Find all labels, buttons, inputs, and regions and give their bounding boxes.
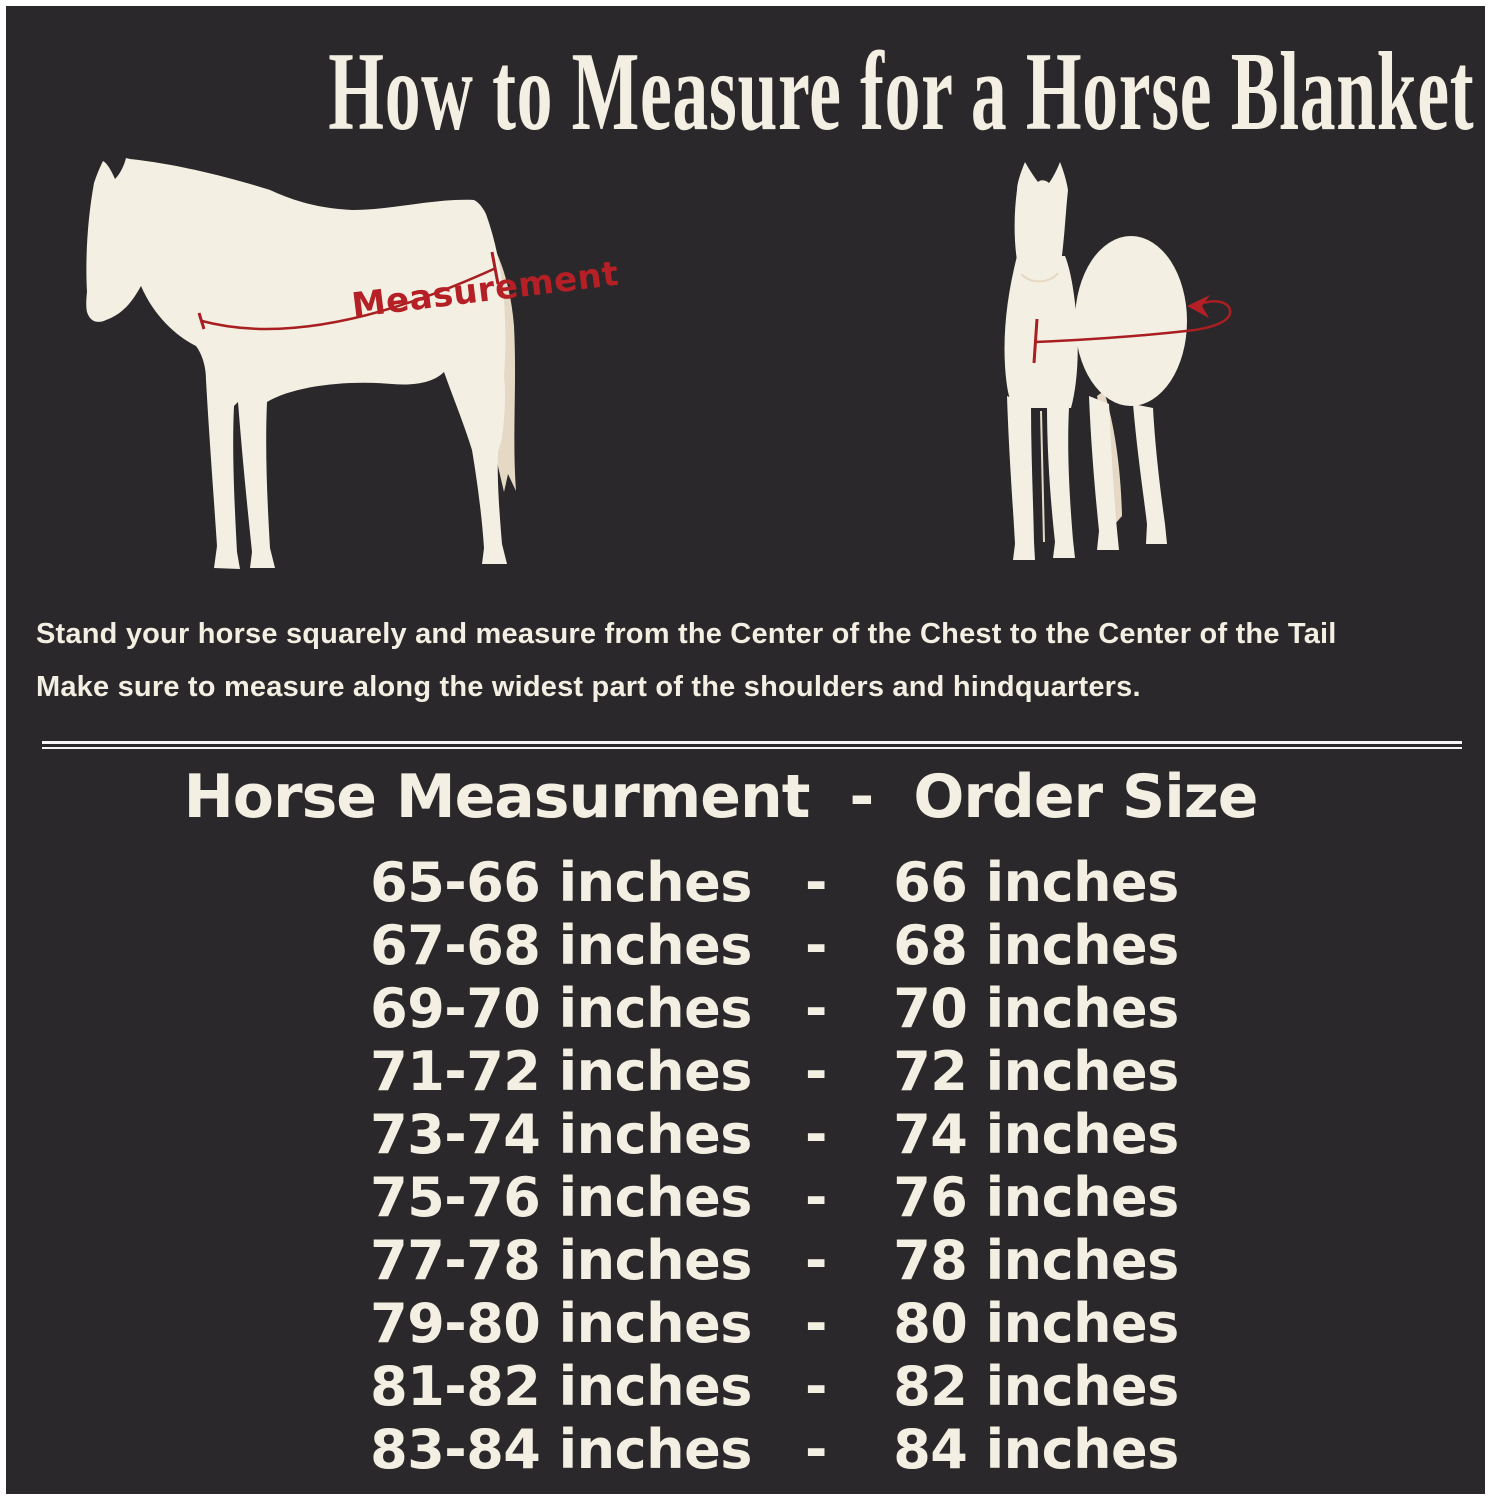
size-cell: 66 inches	[893, 851, 1179, 914]
size-table: 65-66 inches - 66 inches 67-68 inches - …	[336, 851, 1226, 1481]
separator-cell: -	[805, 1355, 827, 1418]
horse-hind-leg-right	[1133, 404, 1167, 544]
separator-cell: -	[805, 1229, 827, 1292]
separator-cell: -	[805, 1292, 827, 1355]
page-title: How to Measure for a Horse Blanket	[328, 30, 1475, 154]
girth-start-tick	[1032, 318, 1039, 364]
instructions-line-2: Make sure to measure along the widest pa…	[36, 671, 1141, 703]
instructions: Stand your horse squarely and measure fr…	[36, 608, 1469, 714]
header-separator: -	[849, 762, 874, 832]
measurement-cell: 75-76 inches	[370, 1166, 752, 1229]
header-size-label: Order Size	[913, 762, 1258, 832]
separator-cell: -	[805, 851, 827, 914]
horse-hindquarters	[1075, 236, 1187, 406]
measurement-cell: 83-84 inches	[370, 1418, 752, 1481]
table-row: 83-84 inches - 84 inches	[336, 1418, 1226, 1481]
table-row: 75-76 inches - 76 inches	[336, 1166, 1226, 1229]
size-cell: 80 inches	[893, 1292, 1179, 1355]
horse-front-leg-right	[1047, 406, 1075, 558]
measurement-start-tick	[197, 312, 206, 330]
measurement-line	[201, 266, 497, 331]
horse-head	[1014, 162, 1068, 308]
horse-front-leg-left	[1007, 396, 1035, 560]
table-row: 71-72 inches - 72 inches	[336, 1040, 1226, 1103]
section-divider	[42, 741, 1462, 749]
horse-hind-leg-left	[1089, 396, 1119, 550]
horse-chin-line	[1020, 272, 1059, 283]
measurement-cell: 73-74 inches	[370, 1103, 752, 1166]
table-row: 65-66 inches - 66 inches	[336, 851, 1226, 914]
girth-arrowhead-icon	[1187, 295, 1210, 318]
table-row: 77-78 inches - 78 inches	[336, 1229, 1226, 1292]
separator-cell: -	[805, 1166, 827, 1229]
separator-cell: -	[805, 1418, 827, 1481]
size-cell: 78 inches	[893, 1229, 1179, 1292]
table-row: 81-82 inches - 82 inches	[336, 1355, 1226, 1418]
measurement-cell: 67-68 inches	[370, 914, 752, 977]
table-row: 79-80 inches - 80 inches	[336, 1292, 1226, 1355]
size-cell: 68 inches	[893, 914, 1179, 977]
table-row: 67-68 inches - 68 inches	[336, 914, 1226, 977]
page-title-wrap: How to Measure for a Horse Blanket	[6, 32, 1485, 152]
side-view-horse-illustration	[86, 158, 516, 569]
girth-line	[1034, 300, 1232, 344]
measurement-cell: 71-72 inches	[370, 1040, 752, 1103]
measurement-cell: 77-78 inches	[370, 1229, 752, 1292]
header-measurement-label: Horse Measurment	[183, 762, 811, 832]
separator-cell: -	[805, 914, 827, 977]
instructions-line-1: Stand your horse squarely and measure fr…	[36, 618, 1337, 650]
size-cell: 82 inches	[893, 1355, 1179, 1418]
size-cell: 74 inches	[893, 1103, 1179, 1166]
measurement-end-tick	[490, 251, 500, 285]
separator-cell: -	[805, 1040, 827, 1103]
separator-cell: -	[805, 1103, 827, 1166]
front-view-horse-illustration	[1004, 162, 1232, 560]
measurement-cell: 69-70 inches	[370, 977, 752, 1040]
measurement-cell: 65-66 inches	[370, 851, 752, 914]
table-row: 73-74 inches - 74 inches	[336, 1103, 1226, 1166]
horse-body	[86, 158, 507, 569]
horse-leg-separation-line	[1040, 410, 1045, 543]
size-cell: 70 inches	[893, 977, 1179, 1040]
measurement-cell: 79-80 inches	[370, 1292, 752, 1355]
size-cell: 76 inches	[893, 1166, 1179, 1229]
size-table-header: Horse Measurment - Order Size	[6, 761, 1460, 833]
measurement-cell: 81-82 inches	[370, 1355, 752, 1418]
separator-cell: -	[805, 977, 827, 1040]
size-cell: 84 inches	[893, 1418, 1179, 1481]
table-row: 69-70 inches - 70 inches	[336, 977, 1226, 1040]
size-cell: 72 inches	[893, 1040, 1179, 1103]
